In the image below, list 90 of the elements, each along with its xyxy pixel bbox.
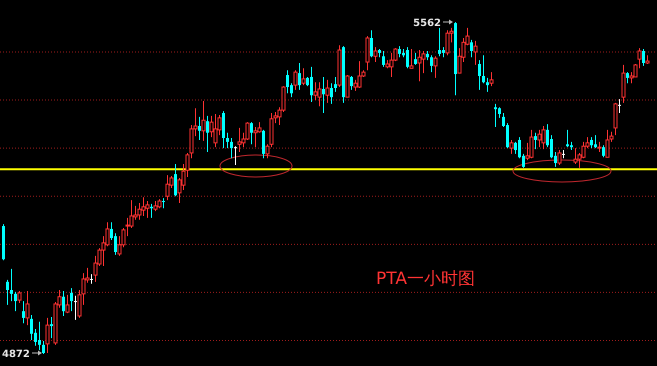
candlestick bbox=[14, 291, 17, 312]
candlestick bbox=[70, 288, 73, 312]
candlestick bbox=[238, 127, 242, 152]
candlestick bbox=[442, 46, 445, 58]
candlestick bbox=[154, 200, 158, 212]
candlestick bbox=[390, 52, 394, 78]
candlestick bbox=[642, 48, 645, 66]
candlestick bbox=[354, 79, 358, 92]
candlestick bbox=[302, 68, 306, 86]
candlestick bbox=[626, 72, 629, 84]
candlestick bbox=[234, 146, 237, 166]
candlestick bbox=[318, 82, 322, 107]
candlestick bbox=[374, 46, 378, 63]
candlestick bbox=[250, 122, 253, 145]
candlestick bbox=[158, 198, 162, 209]
candlestick bbox=[414, 52, 417, 66]
candlestick bbox=[50, 316, 53, 339]
candlestick bbox=[46, 317, 50, 354]
candlestick bbox=[326, 79, 330, 104]
candlestick bbox=[490, 72, 494, 87]
candlestick bbox=[166, 174, 170, 201]
candlestick bbox=[298, 62, 301, 90]
candlestick bbox=[370, 30, 373, 58]
candlestick bbox=[202, 100, 206, 142]
annotation: 5562 bbox=[413, 18, 442, 29]
candlestick bbox=[6, 279, 9, 306]
candlestick bbox=[142, 196, 146, 216]
candlestick bbox=[74, 295, 77, 320]
candlestick bbox=[446, 30, 450, 56]
candlestick bbox=[38, 321, 41, 351]
candlestick bbox=[230, 138, 233, 159]
candlestick bbox=[430, 54, 433, 73]
candlestick bbox=[498, 106, 501, 118]
candlestick bbox=[42, 340, 45, 354]
candlestick bbox=[330, 82, 333, 104]
candlestick bbox=[314, 82, 318, 101]
candlestick bbox=[470, 39, 473, 58]
annotation: 4872 bbox=[2, 349, 30, 360]
candlestick bbox=[482, 54, 485, 84]
candlestick bbox=[322, 76, 325, 114]
candlestick bbox=[334, 76, 337, 92]
candlestick bbox=[590, 136, 593, 149]
candlestick bbox=[30, 314, 33, 341]
candlestick bbox=[254, 126, 258, 148]
candlestick bbox=[538, 129, 542, 148]
candlestick bbox=[10, 268, 13, 302]
candlestick bbox=[26, 290, 30, 326]
candlestick bbox=[294, 70, 298, 90]
candlestick bbox=[534, 132, 537, 150]
candlestick bbox=[406, 46, 409, 69]
candlestick bbox=[174, 164, 177, 197]
candlestick bbox=[558, 150, 562, 166]
candlestick bbox=[542, 126, 546, 150]
candlestick bbox=[310, 66, 313, 102]
candlestick bbox=[434, 56, 438, 78]
candlestick bbox=[382, 50, 385, 68]
candlestick bbox=[514, 141, 517, 154]
candlestick bbox=[262, 129, 265, 159]
candlestick bbox=[214, 113, 218, 148]
candlestick bbox=[398, 46, 401, 58]
candlestick bbox=[350, 75, 353, 90]
candlestick bbox=[198, 116, 201, 140]
candlestick bbox=[410, 48, 414, 69]
candlestick bbox=[574, 148, 578, 165]
candlestick bbox=[22, 300, 25, 324]
annotation: PTA一小时图 bbox=[376, 269, 475, 289]
candlestick bbox=[146, 200, 150, 218]
candlestick bbox=[486, 77, 489, 92]
candlestick bbox=[530, 129, 534, 159]
candlestick bbox=[358, 60, 362, 89]
candlestick bbox=[62, 290, 65, 316]
candlestick bbox=[598, 141, 602, 152]
candlestick bbox=[226, 132, 229, 149]
candlestick bbox=[606, 129, 610, 158]
candlestick bbox=[162, 198, 165, 209]
candlestick bbox=[426, 50, 429, 61]
candlestick bbox=[618, 98, 621, 114]
candlestick bbox=[286, 70, 289, 94]
candlestick bbox=[66, 294, 70, 314]
candlestick bbox=[602, 144, 605, 158]
candlestick bbox=[438, 27, 441, 57]
candlestick bbox=[114, 232, 117, 256]
candlestick bbox=[346, 74, 350, 98]
candlestick bbox=[90, 274, 93, 284]
candlestick bbox=[18, 290, 22, 304]
candlestick bbox=[206, 115, 209, 152]
candlestick bbox=[474, 40, 478, 66]
candlestick bbox=[478, 60, 481, 90]
candlestick bbox=[510, 139, 514, 154]
candlestick bbox=[418, 50, 422, 82]
